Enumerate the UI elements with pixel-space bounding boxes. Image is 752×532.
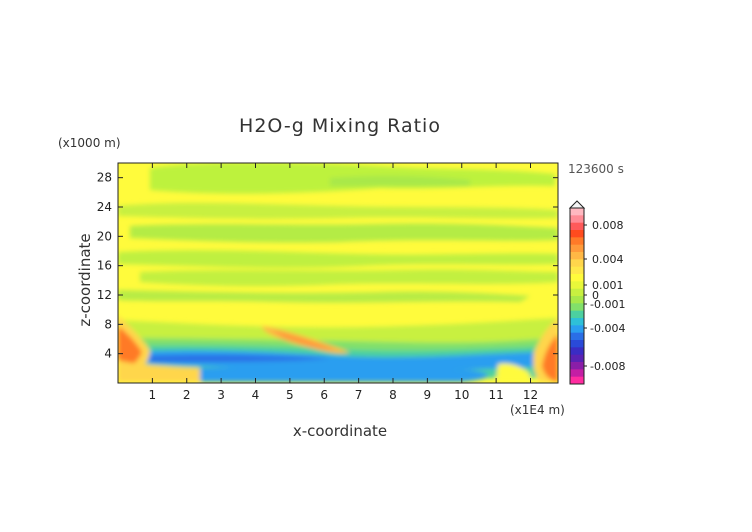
y-tick-label: 16: [97, 259, 112, 273]
colorbar-swatch: [570, 340, 584, 348]
bottom-right-near-zero: [496, 363, 530, 382]
x-tick-label: 8: [389, 388, 397, 402]
colorbar-swatch: [570, 288, 584, 297]
time-stamp: 123600 s: [568, 162, 624, 176]
x-axis: 1 2 3 4 5 6 7 8 9 10 11 12: [149, 163, 538, 402]
heatmap-field: [118, 163, 558, 383]
colorbar-label: -0.008: [590, 360, 625, 373]
colorbar-swatch: [570, 347, 584, 356]
green-layer: [118, 318, 558, 345]
colorbar-swatch: [570, 303, 584, 312]
green-band: [118, 250, 558, 268]
colorbar-swatch: [570, 215, 584, 224]
colorbar-swatch: [570, 362, 584, 370]
colorbar-label: 0.004: [592, 253, 624, 266]
x-tick-label: 2: [183, 388, 191, 402]
colorbar-swatch: [570, 274, 584, 282]
x-tick-label: 6: [320, 388, 328, 402]
colorbar-swatch: [570, 237, 584, 246]
colorbar-swatch: [570, 354, 584, 363]
colorbar-swatch: [570, 230, 584, 238]
chart-title: H2O-g Mixing Ratio: [239, 115, 441, 137]
colorbar-swatch: [570, 259, 584, 268]
x-tick-label: 5: [286, 388, 294, 402]
green-band: [130, 223, 558, 243]
colorbar-label: -0.004: [590, 322, 625, 335]
plot-frame: [117, 162, 559, 384]
colorbar-arrow: [568, 200, 586, 209]
x-tick-label: 3: [217, 388, 225, 402]
orange-streak-core: [272, 330, 336, 350]
colorbar-swatch: [570, 244, 584, 253]
blue-layer-bottom: [200, 367, 489, 382]
y-axis: 4 8 12 16 20 24 28: [97, 171, 558, 361]
x-axis-label: x-coordinate: [292, 422, 388, 440]
x-tick-label: 11: [488, 388, 503, 402]
x-tick-label: 12: [523, 388, 538, 402]
green-band: [118, 290, 530, 303]
colorbar-swatch: [570, 369, 584, 378]
right-hot-region: [542, 334, 558, 382]
x-tick-label: 4: [252, 388, 260, 402]
colorbar-label: 0: [592, 289, 599, 302]
green-band: [330, 175, 470, 186]
bottom-left-warm: [118, 360, 200, 382]
y-axis-unit: (x1000 m): [58, 136, 121, 150]
colorbar-swatch: [570, 376, 584, 385]
colorbar-label: 0.001: [592, 279, 624, 292]
y-tick-label: 20: [97, 229, 112, 243]
colorbar-label: 0.008: [592, 219, 624, 232]
x-tick-label: 9: [424, 388, 432, 402]
x-tick-label: 7: [355, 388, 363, 402]
green-band: [140, 269, 558, 287]
colorbar-swatch: [570, 222, 584, 231]
x-tick-label: 10: [454, 388, 469, 402]
colorbar-swatch: [570, 266, 584, 275]
x-axis-unit: (x1E4 m): [510, 403, 565, 417]
y-tick-label: 28: [97, 171, 112, 185]
y-tick-label: 12: [97, 288, 112, 302]
colorbar-swatch: [570, 325, 584, 334]
colorbar-swatch: [570, 318, 584, 326]
y-tick-label: 4: [104, 347, 112, 361]
colorbar-swatch: [570, 208, 584, 216]
colorbar-swatch: [570, 310, 584, 319]
colorbar-frame: [569, 207, 585, 385]
dark-blue-patch: [150, 355, 330, 362]
green-band: [118, 202, 558, 219]
colorbar-swatch: [570, 281, 584, 290]
y-tick-label: 8: [104, 317, 112, 331]
colorbar-swatch: [570, 296, 584, 304]
colorbar-swatch: [570, 252, 584, 260]
x-tick-label: 1: [149, 388, 157, 402]
colorbar-swatch: [570, 332, 584, 341]
y-tick-label: 24: [97, 200, 112, 214]
colorbar-label: -0.001: [590, 298, 625, 311]
